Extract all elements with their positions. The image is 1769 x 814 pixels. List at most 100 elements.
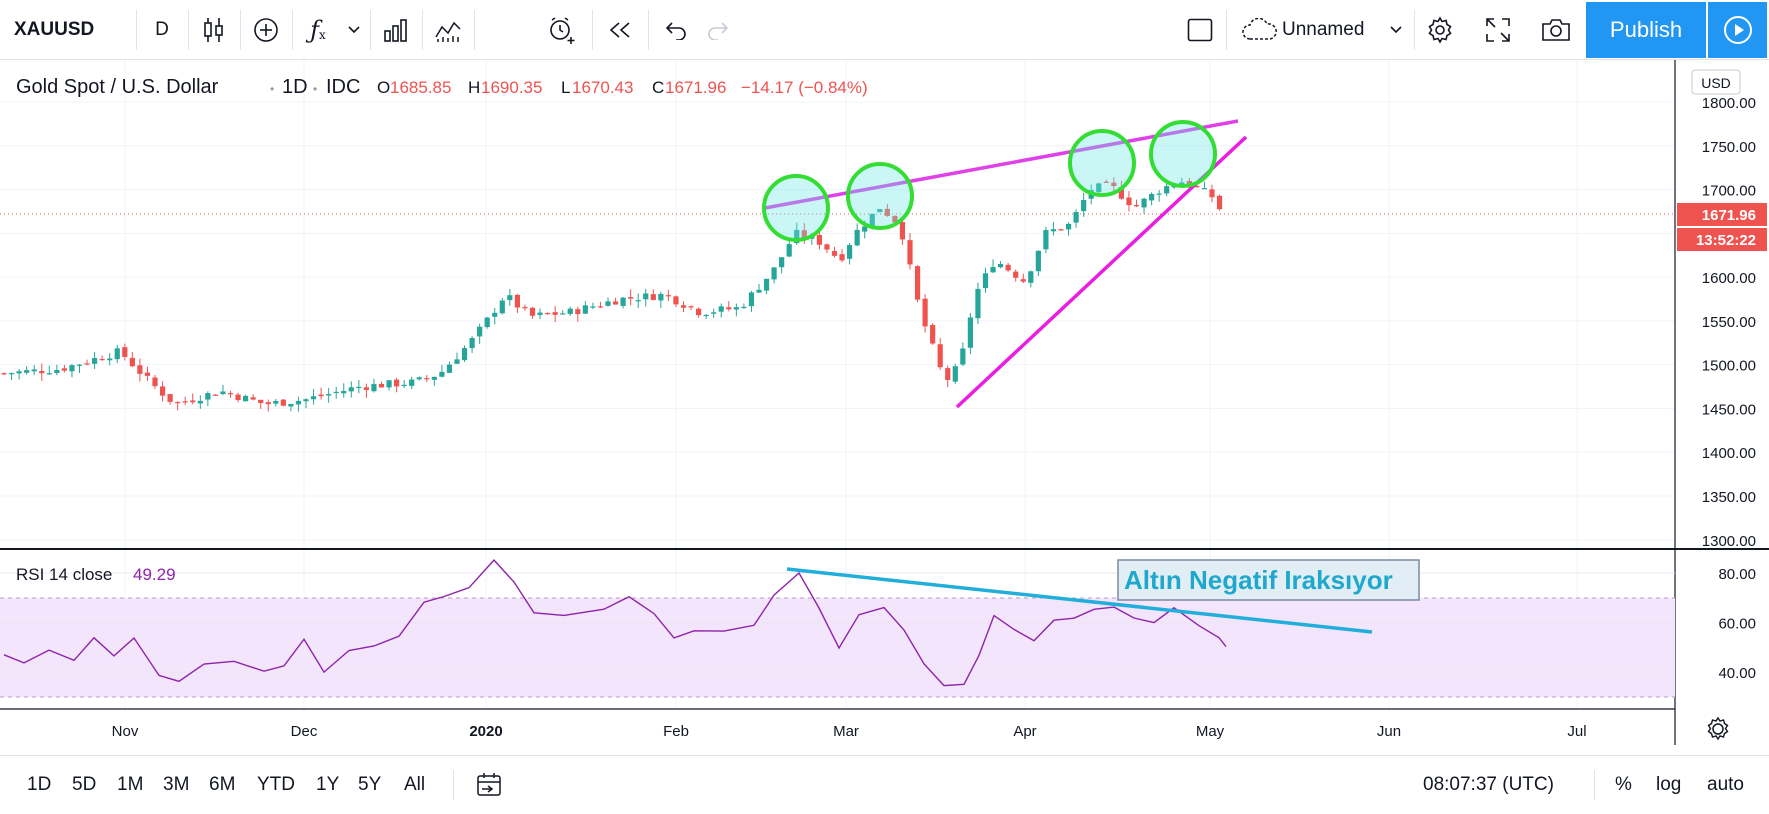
interval-button[interactable]: D [155, 19, 169, 40]
range-5d[interactable]: 5D [72, 774, 97, 795]
candle-up [46, 373, 52, 375]
rsi-line[interactable] [3, 559, 1227, 687]
peak-circle[interactable] [846, 162, 914, 230]
alert-clock-icon[interactable] [540, 0, 584, 60]
calendar-goto-icon[interactable] [476, 756, 504, 814]
candle-down [884, 208, 890, 216]
fullscreen-square-icon[interactable] [1178, 0, 1222, 60]
symbol-title: Gold Spot / U.S. Dollar [16, 76, 219, 98]
price-tick-label: 1700.00 [1702, 183, 1756, 200]
candle-down [922, 298, 928, 327]
candle-down [824, 244, 830, 250]
chevron-down-icon[interactable] [1384, 0, 1408, 60]
financials-icon[interactable] [374, 0, 418, 60]
candle-up [401, 384, 407, 386]
peak-circle[interactable] [762, 174, 830, 242]
range-6m[interactable]: 6M [209, 774, 236, 795]
candle-up [461, 348, 468, 361]
time-tick-label: Mar [833, 723, 859, 740]
undo-icon[interactable] [654, 0, 698, 60]
range-1d[interactable]: 1D [27, 774, 52, 795]
candle-up [356, 386, 362, 389]
candle-up [326, 394, 332, 396]
candle-up [243, 395, 249, 402]
settings-gear-icon[interactable] [1707, 716, 1729, 741]
price-tick-label: 1350.00 [1702, 489, 1756, 506]
gear-icon[interactable] [1418, 0, 1462, 60]
open-value: 1685.85 [390, 78, 451, 97]
candle-down [665, 295, 671, 297]
log-toggle[interactable]: log [1656, 774, 1682, 795]
candle-up [1096, 183, 1102, 192]
range-3m[interactable]: 3M [163, 774, 190, 795]
annotation-box[interactable] [1117, 559, 1420, 601]
price-chart[interactable]: Gold Spot / U.S. Dollar • 1D • IDC O 168… [0, 60, 1769, 745]
legend-interval: 1D [282, 76, 308, 98]
highlight-circles [762, 120, 1217, 242]
candle-up [107, 358, 113, 361]
publish-button[interactable]: Publish [1586, 2, 1706, 58]
add-compare-icon[interactable] [244, 0, 288, 60]
replay-icon[interactable] [598, 0, 642, 60]
last-price-label: 1671.96 [1702, 207, 1756, 224]
range-1m[interactable]: 1M [117, 774, 144, 795]
time-axis[interactable]: Nov Dec 2020 Feb Mar Apr May Jun Jul [112, 723, 1587, 740]
candle-up [371, 384, 377, 392]
play-icon[interactable] [1708, 2, 1767, 58]
candle-up [1028, 271, 1034, 283]
range-5y[interactable]: 5Y [358, 774, 382, 795]
rsi-divergence-trendline[interactable] [786, 567, 1373, 634]
high-value: 1690.35 [481, 78, 542, 97]
candle-up [1065, 223, 1072, 230]
auto-toggle[interactable]: auto [1707, 774, 1744, 795]
range-ytd[interactable]: YTD [257, 774, 295, 795]
candle-down [726, 307, 732, 310]
percent-toggle[interactable]: % [1615, 774, 1632, 795]
candle-down [522, 307, 528, 309]
camera-icon[interactable] [1534, 0, 1578, 60]
candle-up [507, 295, 513, 301]
price-axis[interactable]: 1800.001750.001700.001650.001600.001550.… [1702, 95, 1756, 550]
candle-up [847, 245, 853, 259]
candle-up [499, 300, 505, 314]
range-1y[interactable]: 1Y [316, 774, 340, 795]
peak-circle[interactable] [1068, 129, 1136, 197]
range-all[interactable]: All [404, 774, 426, 795]
templates-icon[interactable] [426, 0, 470, 60]
symbol-search[interactable]: XAUUSD [14, 19, 95, 40]
candle-up [869, 213, 875, 229]
candle-up [409, 379, 415, 386]
legend-exchange: IDC [326, 76, 360, 98]
chart-style-icon[interactable] [192, 0, 236, 60]
candle-up [567, 308, 573, 314]
price-tick-label: 1600.00 [1702, 270, 1756, 287]
chevron-down-icon[interactable] [342, 0, 366, 60]
close-label: C [652, 78, 664, 97]
rsi-label: RSI 14 close [16, 565, 112, 584]
expand-icon[interactable] [1476, 0, 1520, 60]
peak-circle[interactable] [1149, 120, 1217, 188]
candle-up [288, 403, 294, 407]
main-pane[interactable] [0, 60, 1675, 548]
time-tick-label: Jul [1567, 723, 1586, 740]
clock-utc[interactable]: 08:07:37 (UTC) [1423, 774, 1554, 795]
candle-up [492, 312, 498, 317]
candle-down [612, 301, 619, 305]
currency-badge[interactable] [1691, 69, 1741, 95]
divider [422, 10, 423, 50]
redo-icon[interactable] [696, 0, 740, 60]
candle-up [295, 400, 302, 405]
candle-down [1005, 264, 1011, 271]
chart-area[interactable]: Gold Spot / U.S. Dollar • 1D • IDC O 168… [0, 60, 1769, 745]
candle-up [454, 359, 460, 364]
candle-up [779, 257, 785, 268]
candle-down [1013, 271, 1019, 278]
divider [1226, 10, 1227, 50]
layout-name[interactable]: Unnamed [1282, 19, 1365, 40]
candle-down [831, 250, 838, 256]
rsi-axis[interactable]: 80.00 60.00 40.00 [1718, 566, 1756, 682]
divider [370, 10, 371, 50]
annotation-text: Altın Negatif Iraksıyor [1124, 565, 1393, 595]
change-value: −14.17 (−0.84%) [741, 78, 868, 97]
